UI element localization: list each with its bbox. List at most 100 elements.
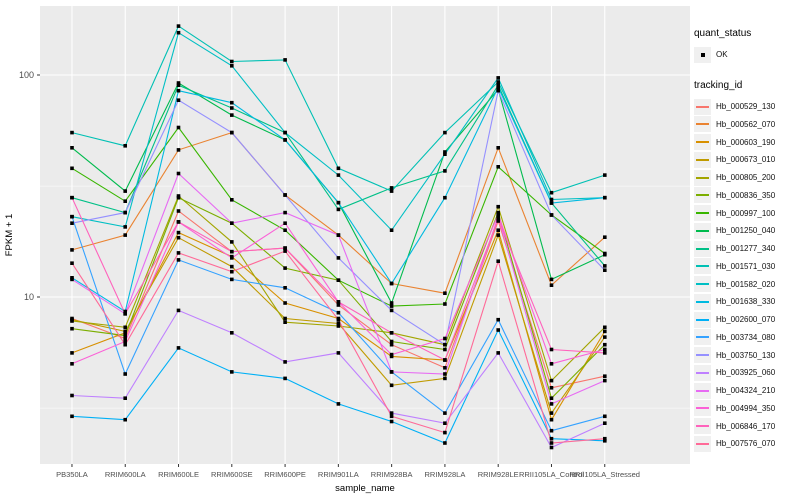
data-point [123,342,127,347]
data-point [70,195,74,200]
data-point [176,171,181,176]
data-point [230,331,234,335]
data-point [443,372,447,376]
legend-item-Hb_000805_200[interactable]: Hb_000805_200 [694,169,798,187]
legend-key-box [694,46,711,63]
data-point [176,209,181,213]
black-point-icon [700,52,705,57]
legend-item-Hb_000997_100[interactable]: Hb_000997_100 [694,204,798,222]
data-point [389,354,394,359]
legend-item-Hb_001638_330[interactable]: Hb_001638_330 [694,293,798,311]
x-tick-label: RRII105LA_Stressed [570,470,640,479]
legend-item-label: Hb_001582_020 [716,279,776,289]
color-line-icon [696,442,709,445]
legend-item-Hb_000603_190[interactable]: Hb_000603_190 [694,133,798,151]
legend-item-Hb_004324_210[interactable]: Hb_004324_210 [694,382,798,400]
legend-item-Hb_000673_010[interactable]: Hb_000673_010 [694,151,798,169]
legend-item-label: Hb_001250_040 [716,226,776,236]
color-line-icon [696,194,709,197]
data-point [230,64,234,68]
legend-key-box [694,258,711,275]
data-point [70,248,74,252]
data-point [549,201,554,205]
data-point [283,249,287,253]
legend-item-Hb_001571_030[interactable]: Hb_001571_030 [694,258,798,276]
data-point [549,362,554,366]
data-point [283,376,287,381]
color-line-icon [696,318,709,321]
data-point [123,336,127,341]
color-line-icon [696,425,709,428]
legend-item-Hb_000529_130[interactable]: Hb_000529_130 [694,98,798,116]
data-point [443,291,447,295]
color-line-icon [696,176,709,179]
data-point [123,199,127,203]
legend-item-Hb_003925_060[interactable]: Hb_003925_060 [694,364,798,382]
color-line-icon [696,283,709,286]
legend-key-box [694,187,711,204]
data-point [389,186,394,190]
data-point [336,233,341,237]
data-point [176,220,181,224]
data-point [443,366,447,370]
data-point [496,217,500,221]
legend-item-Hb_004994_350[interactable]: Hb_004994_350 [694,400,798,418]
color-line-icon [696,300,709,303]
data-point [389,383,394,388]
data-point [549,213,554,217]
data-point [443,421,447,425]
data-point [176,81,181,85]
data-point [603,342,607,347]
color-line-icon [696,212,709,215]
legend-item-Hb_001277_340[interactable]: Hb_001277_340 [694,240,798,258]
data-point [123,333,127,338]
data-point [603,195,607,200]
data-point [123,309,127,314]
legend-item-Hb_001250_040[interactable]: Hb_001250_040 [694,222,798,240]
color-line-icon [696,407,709,410]
legend-item-quant-ok[interactable]: OK [694,46,798,64]
data-point [336,324,341,328]
legend-item-Hb_000562_070[interactable]: Hb_000562_070 [694,116,798,134]
data-point [389,301,394,305]
color-line-icon [696,247,709,250]
data-point [70,362,74,366]
legend-item-label: Hb_002600_070 [716,315,776,325]
data-point [443,347,447,352]
data-point [70,166,74,171]
legend-item-Hb_002600_070[interactable]: Hb_002600_070 [694,311,798,329]
data-point [230,240,234,244]
legend-item-Hb_003734_080[interactable]: Hb_003734_080 [694,329,798,347]
color-line-icon [696,229,709,232]
data-point [496,317,500,322]
legend-item-Hb_000836_350[interactable]: Hb_000836_350 [694,187,798,205]
x-tick-label: RRIM901LA [318,470,359,479]
legend-key-box [694,364,711,381]
data-point [123,144,127,148]
x-tick-label: RRIM928LA [424,470,465,479]
data-point [283,286,287,290]
legend-panel: quant_status OK tracking_id Hb_000529_13… [694,28,798,453]
legend-item-Hb_006846_170[interactable]: Hb_006846_170 [694,417,798,435]
legend-item-Hb_003750_130[interactable]: Hb_003750_130 [694,346,798,364]
data-point [549,277,554,282]
legend-item-label: Hb_000562_070 [716,119,776,129]
legend-item-label: Hb_001277_340 [716,244,776,254]
legend-key-box [694,276,711,293]
legend-item-Hb_007576_070[interactable]: Hb_007576_070 [694,435,798,453]
data-point [549,197,554,202]
data-point [176,258,181,262]
data-point [336,402,341,406]
legend-item-label: Hb_000836_350 [716,190,776,200]
data-point [123,225,127,229]
legend-key-box [694,418,711,435]
x-tick-label: RRII105LA_Control [519,470,584,479]
legend-item-label: Hb_001638_330 [716,297,776,307]
legend-item-label: Hb_000805_200 [716,173,776,183]
legend-item-Hb_001582_020[interactable]: Hb_001582_020 [694,275,798,293]
color-line-icon [696,123,709,126]
data-point [70,261,74,265]
data-point [496,76,500,80]
